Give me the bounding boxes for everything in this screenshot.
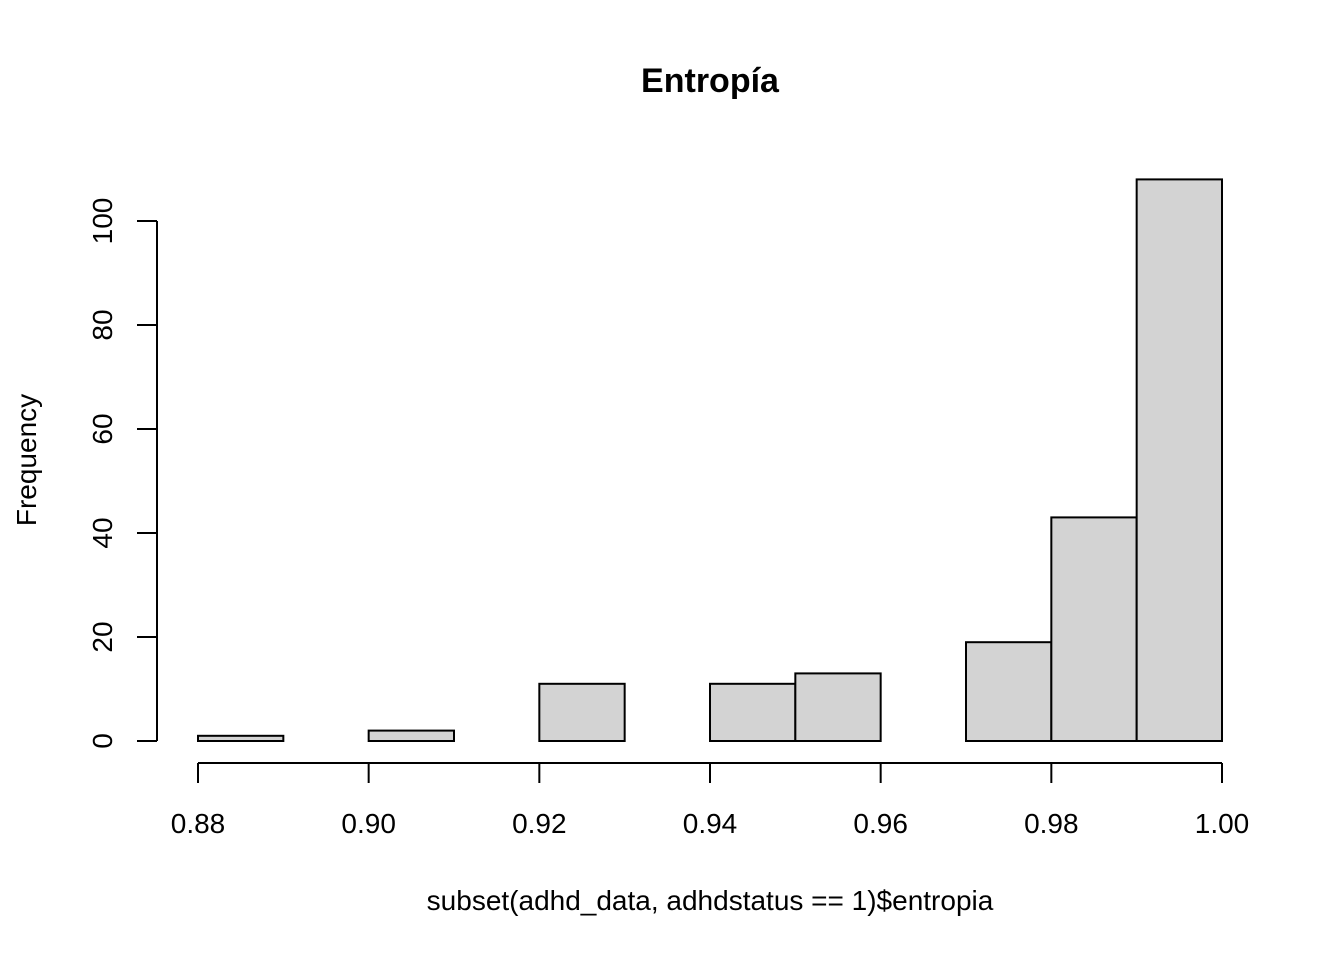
x-tick-label: 0.88 (171, 808, 226, 839)
y-axis: 0 20 40 60 80 100 (87, 198, 158, 749)
x-tick-label: 0.90 (341, 808, 396, 839)
x-tick-label: 0.92 (512, 808, 567, 839)
histogram-bar (709, 682, 797, 742)
y-tick-label: 100 (87, 198, 118, 245)
y-tick-label: 80 (87, 309, 118, 340)
y-axis-label: Frequency (11, 394, 42, 526)
y-tick-label: 0 (87, 733, 118, 749)
histogram-bar (1050, 516, 1138, 743)
histogram-bars (197, 178, 1223, 743)
histogram-bar (197, 734, 285, 742)
x-tick-label: 0.96 (853, 808, 908, 839)
histogram-bar (794, 672, 882, 743)
y-tick-label: 40 (87, 517, 118, 548)
x-tick-label: 0.98 (1024, 808, 1079, 839)
histogram-bar (538, 682, 626, 742)
y-tick-label: 20 (87, 621, 118, 652)
x-tick-label: 1.00 (1195, 808, 1250, 839)
x-tick-label: 0.94 (683, 808, 738, 839)
x-axis: 0.88 0.90 0.92 0.94 0.96 0.98 1.00 (171, 762, 1250, 839)
x-axis-label: subset(adhd_data, adhdstatus == 1)$entro… (427, 885, 994, 916)
histogram-bar (965, 641, 1053, 743)
chart-title: Entropía (641, 62, 780, 100)
y-tick-label: 60 (87, 413, 118, 444)
histogram-bar (1135, 178, 1223, 742)
histogram-bar (367, 729, 455, 742)
